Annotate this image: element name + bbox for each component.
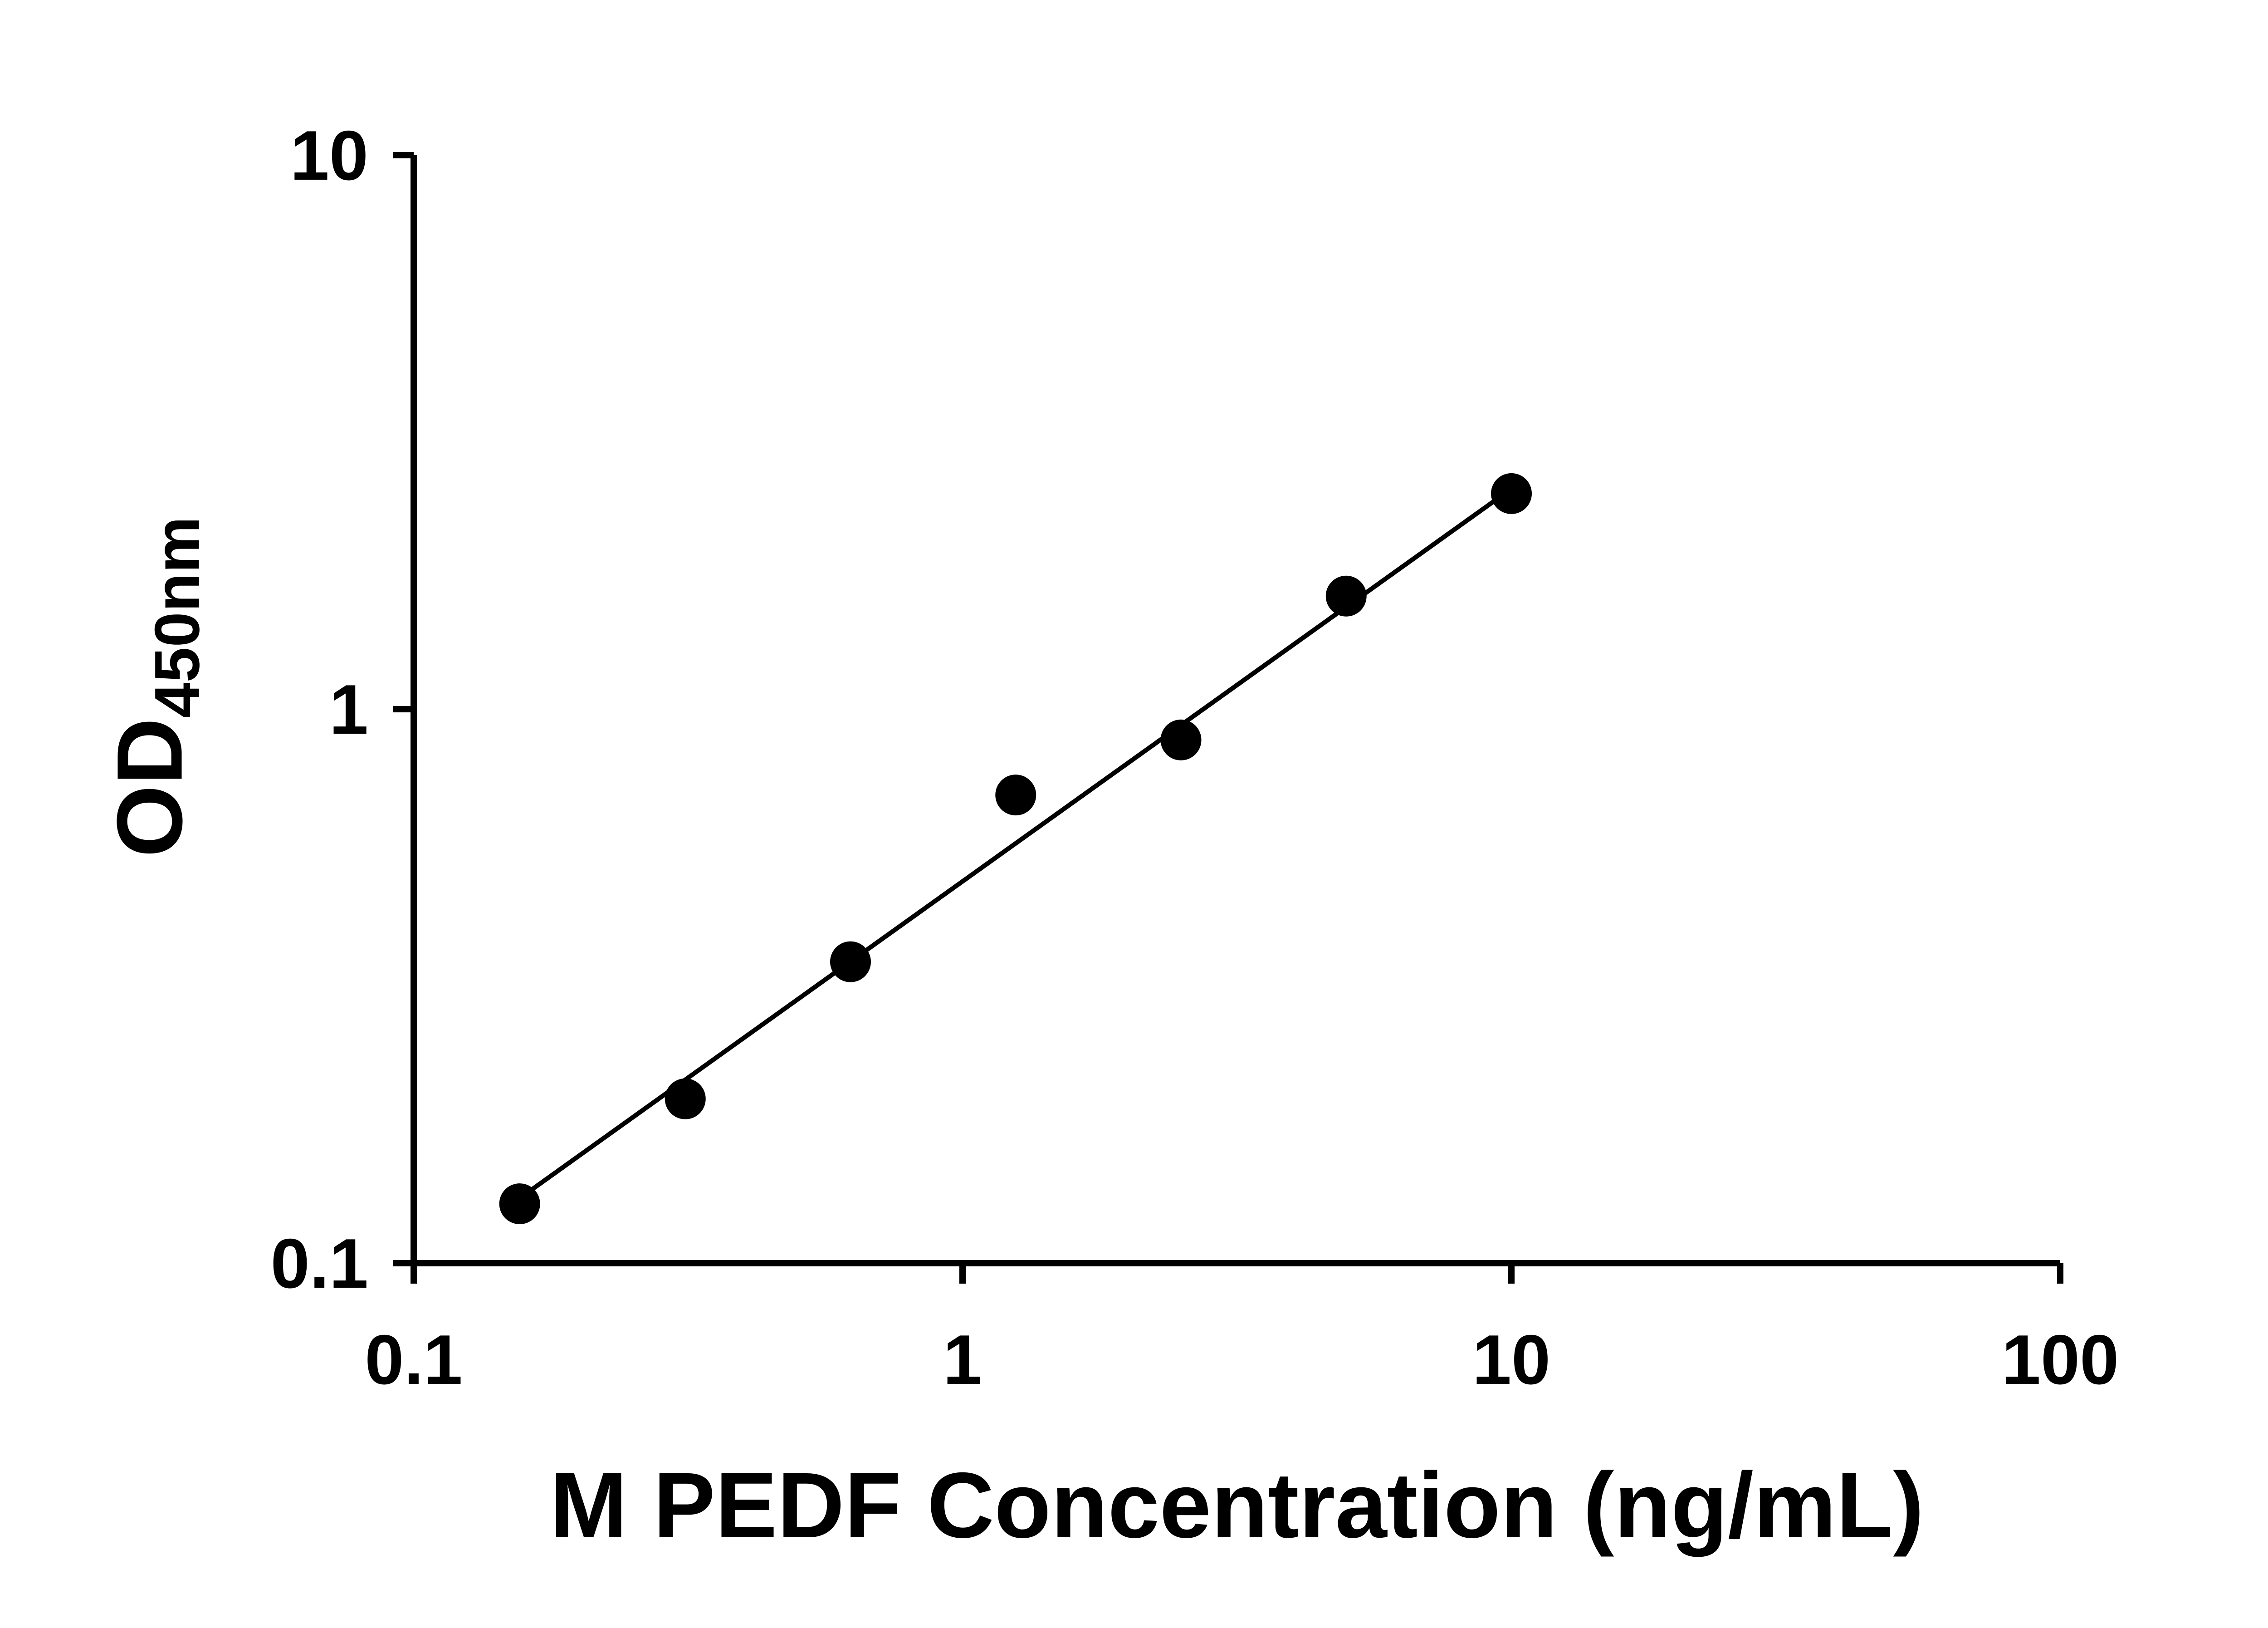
y-axis-title-main: OD (98, 718, 202, 858)
data-point (830, 941, 871, 982)
x-tick-label: 0.1 (365, 1320, 462, 1399)
data-point (1491, 473, 1532, 514)
x-tick-label: 10 (1472, 1320, 1550, 1399)
data-point (665, 1078, 706, 1119)
data-point (1325, 575, 1367, 617)
data-point (995, 775, 1036, 816)
y-tick-label: 0.1 (271, 1224, 368, 1303)
y-tick-label: 1 (329, 670, 368, 749)
y-axis-title: OD450nm (98, 516, 213, 857)
data-point (499, 1183, 540, 1225)
x-tick-label: 100 (2002, 1320, 2119, 1399)
y-axis-title-sub: 450nm (141, 516, 213, 718)
data-point (1160, 719, 1202, 760)
y-tick-label: 10 (290, 116, 368, 195)
x-tick-label: 1 (943, 1320, 982, 1399)
x-axis-title: M PEDF Concentration (ng/mL) (550, 1453, 1924, 1557)
